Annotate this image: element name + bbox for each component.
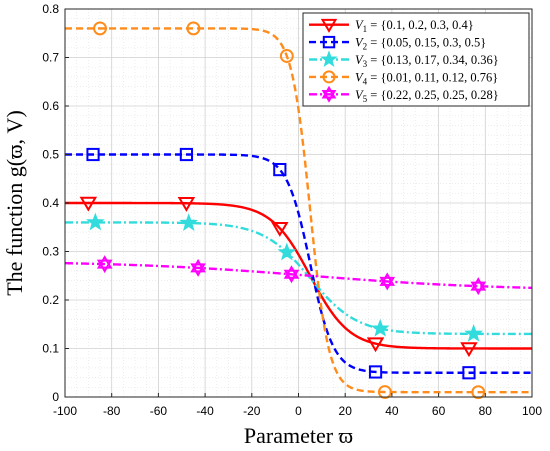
- x-tick-label: -60: [150, 404, 168, 418]
- series-5-marker: [190, 258, 206, 277]
- series-2-marker: [368, 365, 383, 379]
- y-tick-label: 0.8: [42, 2, 59, 16]
- legend-marker-5: [321, 85, 337, 103]
- legend-label-5: V5 = {0.22, 0.25, 0.25, 0.28}: [355, 88, 499, 104]
- legend-label-1: V1 = {0.1, 0.2, 0.3, 0.4}: [355, 18, 474, 34]
- legend-box: [302, 12, 530, 107]
- series-3-marker: [464, 324, 483, 342]
- y-tick-label: 0.7: [42, 51, 59, 65]
- hexagram-triangle: [470, 281, 487, 296]
- series-1-marker: [271, 222, 289, 237]
- legend-marker-3: [320, 50, 338, 67]
- series-line-4: [65, 27, 532, 394]
- x-tick-label: -40: [196, 404, 214, 418]
- x-tick-label: 20: [339, 404, 353, 418]
- series-line-1: [65, 201, 532, 350]
- legend-label-2: V2 = {0.05, 0.15, 0.3, 0.5}: [355, 36, 486, 52]
- legend-label-3: V3 = {0.13, 0.17, 0.34, 0.36}: [355, 53, 499, 69]
- series-4-marker: [279, 49, 294, 63]
- series-4-marker: [471, 385, 486, 400]
- series-2-marker: [179, 147, 194, 162]
- x-tick-label: -80: [103, 404, 121, 418]
- series-markers: [79, 21, 487, 400]
- series-2-marker: [462, 366, 476, 380]
- x-tick-label: 80: [479, 404, 493, 418]
- series-4-marker: [377, 385, 392, 399]
- y-tick-label: 0.2: [42, 293, 59, 307]
- x-tick-label: 60: [432, 404, 446, 418]
- legend: V1 = {0.1, 0.2, 0.3, 0.4} V2 = {0.05, 0.1…: [302, 12, 530, 107]
- y-tick-label: 0.3: [42, 245, 59, 259]
- x-tick-label: 0: [295, 404, 302, 418]
- series-3-marker: [277, 242, 297, 261]
- legend-label-4: V4 = {0.01, 0.11, 0.12, 0.76}: [355, 70, 498, 86]
- series-3-marker: [370, 318, 390, 337]
- series-1-marker: [460, 342, 478, 358]
- x-axis-title: Parameter ϖ: [244, 423, 353, 448]
- y-tick-label: 0.5: [42, 148, 59, 162]
- series-3-marker: [85, 212, 105, 231]
- hexagram-triangle: [321, 90, 337, 103]
- legend-marker-2: [322, 35, 336, 49]
- x-axis-ticks: -100 -80 -60 -40 -20 0 20 40 60 80 100: [53, 393, 542, 418]
- y-tick-label: 0.4: [42, 196, 59, 210]
- series-4-marker: [186, 21, 201, 36]
- series-5-marker: [283, 265, 300, 284]
- y-tick-label: 0: [52, 390, 59, 404]
- hexagram-triangle: [283, 265, 300, 279]
- hexagram-triangle: [190, 263, 206, 277]
- legend-marker-1: [320, 18, 338, 33]
- series-3-marker: [179, 213, 199, 231]
- hexagram-triangle: [96, 255, 113, 269]
- hexagram-triangle: [190, 258, 206, 273]
- series-line-2: [65, 153, 532, 374]
- series-5-marker: [96, 255, 113, 274]
- y-axis-title: The function g(ϖ, V): [2, 110, 27, 296]
- series-lines: [64, 27, 533, 394]
- series-2-marker: [273, 162, 287, 177]
- x-tick-label: -100: [53, 404, 77, 418]
- series-5-marker: [470, 277, 487, 296]
- y-tick-label: 0.6: [42, 99, 59, 113]
- series-2-marker: [86, 147, 100, 162]
- series-1-marker: [177, 197, 196, 212]
- series-1-marker: [366, 337, 385, 353]
- hexagram-triangle: [379, 276, 396, 291]
- series-line-5: [64, 261, 533, 290]
- hexagram-triangle: [96, 259, 113, 274]
- series-4-marker: [93, 21, 107, 36]
- y-tick-label: 0.1: [42, 342, 59, 356]
- legend-marker-4: [322, 70, 336, 84]
- x-tick-label: -20: [243, 404, 261, 418]
- hexagram-triangle: [470, 277, 487, 291]
- series-5-marker: [379, 272, 396, 291]
- series-line-3: [65, 221, 532, 336]
- hexagram-triangle: [321, 85, 337, 99]
- x-tick-label: 40: [385, 404, 399, 418]
- y-axis-ticks: 0 0.1 0.2 0.3 0.4 0.5 0.6 0.7 0.8: [42, 2, 69, 404]
- hexagram-triangle: [379, 272, 396, 286]
- series-1-marker: [79, 196, 98, 212]
- x-tick-label: 100: [522, 404, 542, 418]
- hexagram-triangle: [283, 269, 300, 284]
